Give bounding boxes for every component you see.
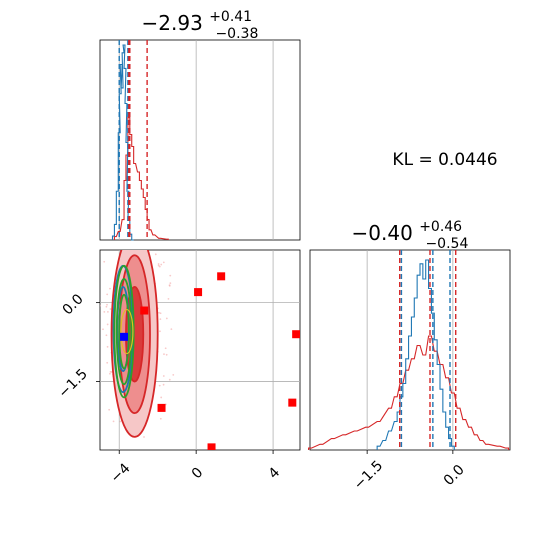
yellow-contour xyxy=(120,308,134,355)
scatter-sample-dot xyxy=(102,328,104,331)
scatter-sample-dot xyxy=(158,384,161,387)
scatter-sample-dot xyxy=(107,310,109,313)
scatter-sample-dot xyxy=(165,353,168,356)
scatter-x-tick-label: −4 xyxy=(108,460,134,486)
scatter-marks xyxy=(93,243,300,450)
scatter-sample-dot xyxy=(165,317,168,320)
scatter-sample-dot xyxy=(108,408,111,411)
scatter-sample-dot xyxy=(167,297,170,300)
red-square-marker xyxy=(288,398,297,407)
scatter-sample-dot xyxy=(106,323,109,326)
red-square-marker xyxy=(194,288,203,297)
scatter-sample-dot xyxy=(100,332,101,334)
bottom-right-x-tick-label: −1.5 xyxy=(351,458,386,493)
scatter-y-tick-label: 0.0 xyxy=(60,291,87,318)
scatter-sample-dot xyxy=(109,372,111,375)
scatter-sample-dot xyxy=(106,345,109,348)
scatter-sample-dot xyxy=(157,263,160,265)
top-left-histogram-panel: −2.93 +0.41 −0.38 xyxy=(99,2,301,241)
scatter-sample-dot xyxy=(172,373,175,376)
red-square-marker xyxy=(140,306,149,315)
scatter-sample-dot xyxy=(112,243,114,245)
scatter-sample-dot xyxy=(158,311,160,314)
scatter-sample-dot xyxy=(162,375,165,377)
scatter-sample-dot xyxy=(119,420,122,423)
scatter-sample-dot xyxy=(100,304,101,307)
scatter-sample-dot xyxy=(96,357,98,359)
scatter-sample-dot xyxy=(169,282,172,285)
scatter-sample-dot xyxy=(159,417,162,420)
scatter-sample-dot xyxy=(94,305,96,307)
top-left-title: −2.93 +0.41 −0.38 xyxy=(142,2,259,42)
scatter-sample-dot xyxy=(112,420,115,423)
top-left-marks xyxy=(111,40,169,241)
blue-square-marker xyxy=(120,332,129,341)
green-contour xyxy=(113,264,135,399)
bottom-right-frame xyxy=(309,249,511,451)
scatter-sample-dot xyxy=(138,246,140,248)
red-square-marker xyxy=(207,443,216,450)
scatter-sample-dot xyxy=(160,396,163,399)
scatter-sample-dot xyxy=(162,383,165,386)
scatter-x-tick-label: 0 xyxy=(189,465,207,483)
scatter-y-tick-label: −1.5 xyxy=(55,366,90,401)
top-left-frame xyxy=(99,39,301,241)
scatter-sample-dot xyxy=(109,308,112,310)
scatter-sample-dot xyxy=(103,260,106,263)
scatter-sample-dot xyxy=(95,359,97,361)
top-left-title-sup: +0.41 xyxy=(209,9,252,25)
scatter-panel: −4 0 4 0.0 −1.5 xyxy=(55,243,301,486)
bottom-right-x-tick-label: 0.0 xyxy=(441,462,468,489)
scatter-sample-dot xyxy=(159,312,162,315)
scatter-sample-dot xyxy=(109,287,111,290)
scatter-sample-dot xyxy=(106,303,108,306)
bottom-right-title-sup: +0.46 xyxy=(419,219,462,235)
red-square-marker xyxy=(157,403,166,412)
scatter-sample-dot xyxy=(169,274,172,277)
bottom-right-title-sub: −0.54 xyxy=(425,236,468,252)
red-square-marker xyxy=(217,272,226,281)
scatter-sample-dot xyxy=(93,311,95,313)
bottom-right-title-main: −0.40 xyxy=(352,221,413,245)
scatter-sample-dot xyxy=(159,318,162,320)
scatter-sample-dot xyxy=(96,305,98,307)
bottom-right-marks xyxy=(308,250,510,450)
scatter-sample-dot xyxy=(106,361,109,364)
green-contour xyxy=(115,278,133,386)
scatter-sample-dot xyxy=(163,353,165,356)
scatter-sample-dot xyxy=(105,334,108,337)
top-left-red-histogram xyxy=(113,117,169,240)
scatter-sample-dot xyxy=(170,328,173,331)
scatter-sample-dot xyxy=(159,330,161,333)
top-left-title-main: −2.93 xyxy=(142,11,203,35)
scatter-sample-dot xyxy=(93,364,95,366)
bottom-right-title: −0.40 +0.46 −0.54 xyxy=(352,212,469,252)
scatter-sample-dot xyxy=(103,310,106,313)
scatter-sample-dot xyxy=(106,293,109,296)
scatter-sample-dot xyxy=(168,378,171,381)
scatter-sample-dot xyxy=(100,390,101,392)
scatter-sample-dot xyxy=(154,253,157,256)
kl-label: KL = 0.0446 xyxy=(392,150,497,170)
scatter-sample-dot xyxy=(164,347,167,350)
top-left-title-sub: −0.38 xyxy=(215,26,258,42)
scatter-x-tick-label: 4 xyxy=(266,465,284,483)
green-contour xyxy=(118,293,130,370)
bottom-right-gridlines xyxy=(366,250,454,450)
red-square-marker xyxy=(292,330,300,339)
scatter-sample-dot xyxy=(168,284,171,287)
bottom-right-blue-histogram xyxy=(376,259,455,450)
bottom-right-histogram-panel: −1.5 0.0 −0.40 +0.46 −0.54 xyxy=(308,212,511,493)
scatter-sample-dot xyxy=(157,264,160,267)
bottom-right-red-histogram xyxy=(308,335,510,450)
scatter-sample-dot xyxy=(143,436,145,438)
scatter-sample-dot xyxy=(109,370,112,373)
bottom-right-ticks: −1.5 0.0 xyxy=(351,450,468,493)
scatter-sample-dot xyxy=(162,261,165,264)
scatter-sample-dot xyxy=(105,305,108,308)
scatter-sample-dot xyxy=(98,295,100,297)
scatter-sample-dot xyxy=(160,263,163,266)
